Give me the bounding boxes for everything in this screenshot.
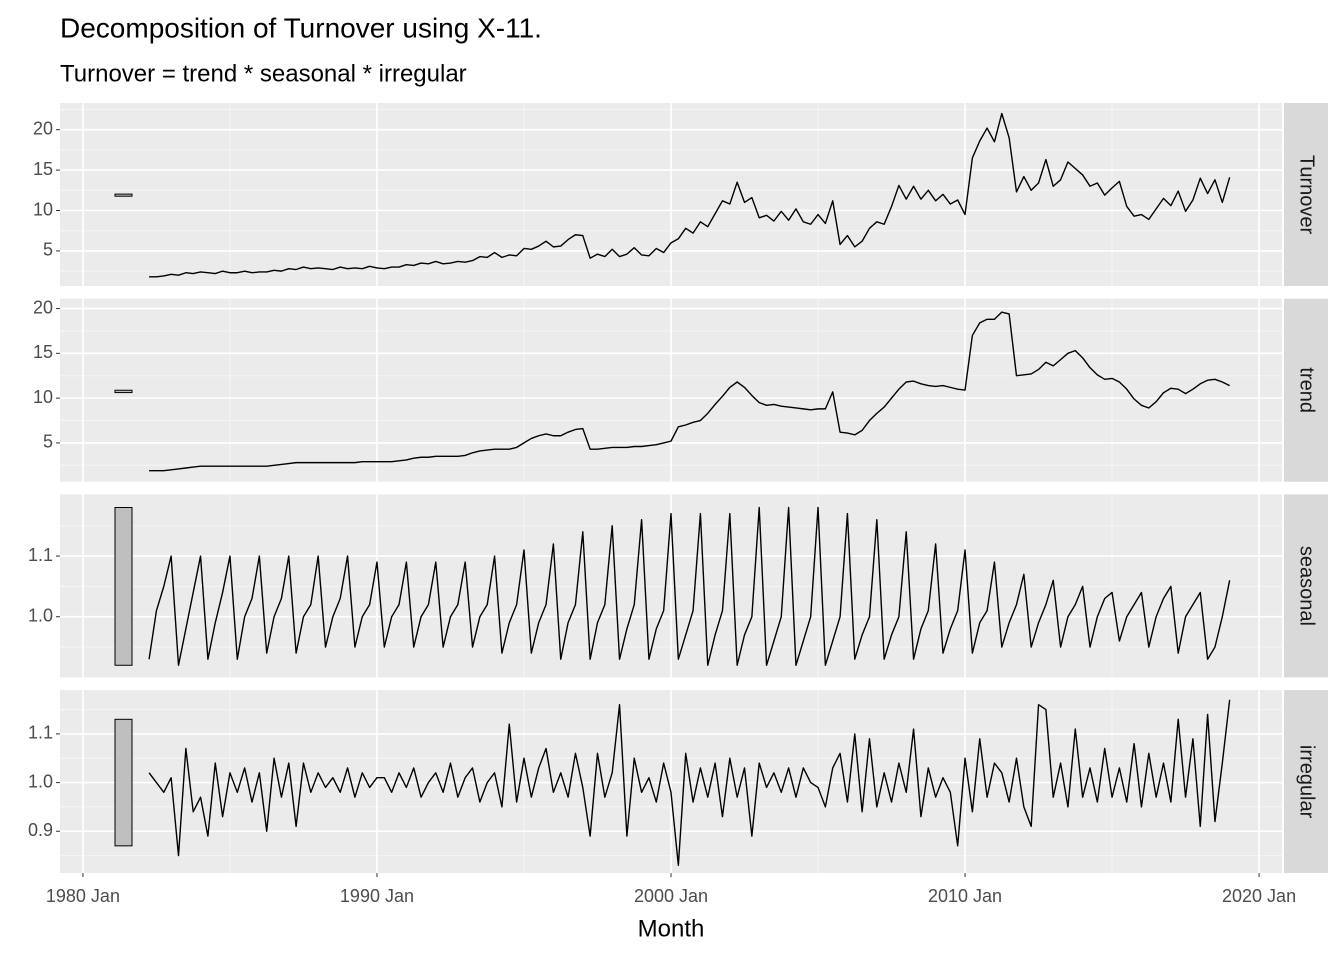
strip-label: Turnover — [1296, 155, 1318, 235]
y-tick-label: 20 — [33, 118, 53, 138]
scale-bar — [114, 193, 133, 197]
strip-background — [1284, 494, 1328, 678]
data-line — [148, 699, 1231, 867]
strip-background — [1284, 298, 1328, 482]
y-tick-label: 15 — [33, 342, 53, 362]
scale-bar — [114, 507, 133, 666]
data-line — [149, 112, 1231, 278]
strip-label: trend — [1296, 367, 1318, 413]
y-tick-label: 1.0 — [28, 605, 53, 625]
strip-label: irregular — [1296, 745, 1318, 819]
data-line — [149, 311, 1230, 472]
strip-label: seasonal — [1296, 546, 1318, 626]
scale-bar — [114, 718, 133, 847]
x-tick-label: 1980 Jan — [46, 886, 120, 906]
scale-bar — [114, 389, 133, 394]
y-tick-label: 1.1 — [28, 723, 53, 743]
chart-title: Decomposition of Turnover using X-11. — [60, 12, 542, 43]
x-tick-label: 1990 Jan — [340, 886, 414, 906]
y-tick-label: 10 — [33, 199, 53, 219]
x-tick-label: 2020 Jan — [1222, 886, 1296, 906]
x-tick-label: 2010 Jan — [928, 886, 1002, 906]
chart-subtitle: Turnover = trend * seasonal * irregular — [60, 60, 467, 87]
y-tick-label: 20 — [33, 297, 53, 317]
y-tick-label: 5 — [43, 240, 53, 260]
y-tick-label: 15 — [33, 159, 53, 179]
y-tick-label: 5 — [43, 432, 53, 452]
y-tick-label: 1.0 — [28, 771, 53, 791]
y-tick-label: 1.1 — [28, 545, 53, 565]
strip-background — [1284, 103, 1328, 286]
y-tick-label: 0.9 — [28, 820, 53, 840]
x-tick-label: 2000 Jan — [634, 886, 708, 906]
x-axis-title: Month — [638, 915, 705, 942]
strip-background — [1284, 690, 1328, 874]
data-line — [148, 506, 1231, 666]
y-tick-label: 10 — [33, 387, 53, 407]
